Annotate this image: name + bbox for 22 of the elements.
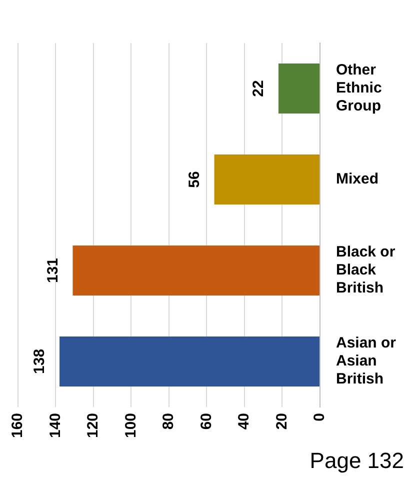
x-tick-label: 100	[122, 412, 140, 438]
x-tick-label: 40	[236, 412, 253, 430]
x-tick-label: 140	[46, 412, 64, 438]
x-tick-label: 60	[198, 412, 215, 430]
bar	[278, 63, 320, 114]
data-label: 22	[250, 80, 268, 97]
x-tick-label: 80	[160, 412, 178, 430]
y-tick-label: Mixed	[336, 170, 378, 188]
x-tick-label: 20	[273, 412, 290, 430]
data-label: 56	[186, 171, 203, 188]
bar	[72, 245, 320, 296]
x-tick-label: 120	[84, 412, 102, 438]
text: Page 132	[308, 448, 405, 474]
x-tick-label: 0	[311, 412, 328, 422]
data-label: 131	[44, 258, 62, 283]
y-tick-label: Asian or Asian British	[336, 334, 396, 388]
y-tick-label: Other Ethnic Group	[336, 62, 382, 115]
bar	[60, 336, 320, 386]
y-tick-label: Black or Black British	[336, 244, 396, 297]
data-label: 138	[31, 348, 48, 374]
bar	[214, 154, 320, 205]
x-tick-label: 160	[9, 412, 26, 438]
